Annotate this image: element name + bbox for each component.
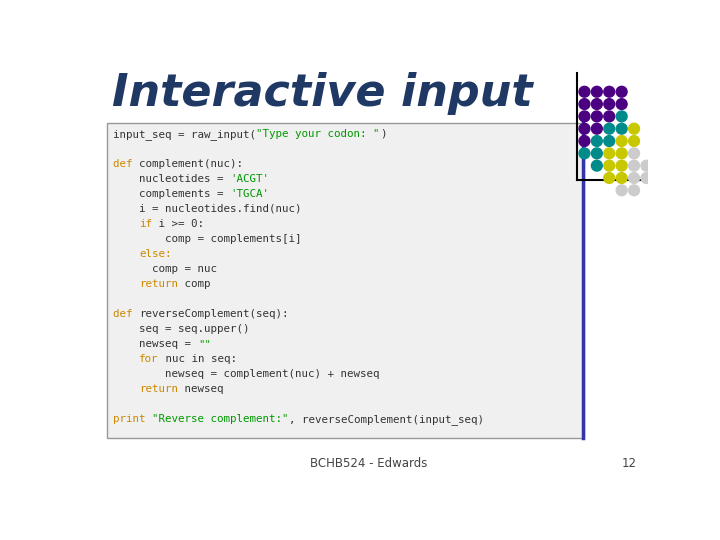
Circle shape (616, 111, 627, 122)
Circle shape (641, 160, 652, 171)
Circle shape (616, 148, 627, 159)
Circle shape (579, 111, 590, 122)
Text: newseq =: newseq = (113, 339, 198, 349)
Circle shape (629, 185, 639, 195)
Circle shape (616, 160, 627, 171)
Circle shape (629, 148, 639, 159)
Text: else:: else: (139, 249, 172, 259)
Circle shape (604, 136, 615, 146)
Circle shape (604, 123, 615, 134)
Text: input_seq = raw_input(: input_seq = raw_input( (113, 129, 256, 140)
Circle shape (579, 99, 590, 110)
Circle shape (604, 86, 615, 97)
Text: , reverseComplement(input_seq): , reverseComplement(input_seq) (289, 414, 484, 425)
Circle shape (591, 99, 602, 110)
Circle shape (641, 173, 652, 184)
Circle shape (629, 123, 639, 134)
Text: seq = seq.upper(): seq = seq.upper() (113, 324, 250, 334)
Text: i >= 0:: i >= 0: (152, 219, 204, 229)
Text: return: return (139, 279, 179, 289)
Text: for: for (139, 354, 158, 364)
Circle shape (616, 99, 627, 110)
Circle shape (579, 123, 590, 134)
Text: "Type your codon: ": "Type your codon: " (256, 129, 379, 139)
Text: "Reverse complement:": "Reverse complement:" (152, 414, 289, 424)
Circle shape (591, 123, 602, 134)
Circle shape (591, 136, 602, 146)
Circle shape (591, 160, 602, 171)
Circle shape (591, 148, 602, 159)
Circle shape (591, 86, 602, 97)
Text: BCHB524 - Edwards: BCHB524 - Edwards (310, 457, 428, 470)
Text: return: return (139, 384, 179, 394)
Text: if: if (139, 219, 152, 229)
Text: def: def (113, 309, 139, 319)
Text: comp = nuc: comp = nuc (113, 264, 217, 274)
Text: newseq: newseq (179, 384, 224, 394)
Circle shape (616, 173, 627, 184)
Circle shape (579, 136, 590, 146)
Text: comp: comp (179, 279, 211, 289)
Circle shape (579, 148, 590, 159)
Circle shape (629, 136, 639, 146)
Text: ): ) (379, 129, 386, 139)
Text: i = nucleotides.find(nuc): i = nucleotides.find(nuc) (113, 204, 302, 214)
Text: comp = complements[i]: comp = complements[i] (113, 234, 302, 244)
Text: def: def (113, 159, 139, 168)
Text: complement(nuc):: complement(nuc): (139, 159, 243, 168)
Text: newseq = complement(nuc) + newseq: newseq = complement(nuc) + newseq (113, 369, 379, 379)
FancyBboxPatch shape (107, 123, 585, 438)
Text: 'TGCA': 'TGCA' (230, 189, 269, 199)
Circle shape (629, 173, 639, 184)
Circle shape (591, 111, 602, 122)
Circle shape (604, 148, 615, 159)
Text: print: print (113, 414, 145, 424)
Circle shape (616, 86, 627, 97)
Circle shape (604, 99, 615, 110)
Circle shape (604, 173, 615, 184)
Text: reverseComplement(seq):: reverseComplement(seq): (139, 309, 289, 319)
Text: 'ACGT': 'ACGT' (230, 174, 269, 184)
Circle shape (579, 86, 590, 97)
Text: nucleotides =: nucleotides = (113, 174, 230, 184)
Circle shape (616, 123, 627, 134)
Circle shape (616, 185, 627, 195)
Text: Interactive input: Interactive input (112, 72, 532, 115)
Text: 12: 12 (622, 457, 637, 470)
Text: complements =: complements = (113, 189, 230, 199)
Circle shape (616, 136, 627, 146)
Circle shape (604, 160, 615, 171)
Text: "": "" (198, 339, 211, 349)
Circle shape (629, 160, 639, 171)
Circle shape (604, 111, 615, 122)
Text: nuc in seq:: nuc in seq: (158, 354, 237, 364)
